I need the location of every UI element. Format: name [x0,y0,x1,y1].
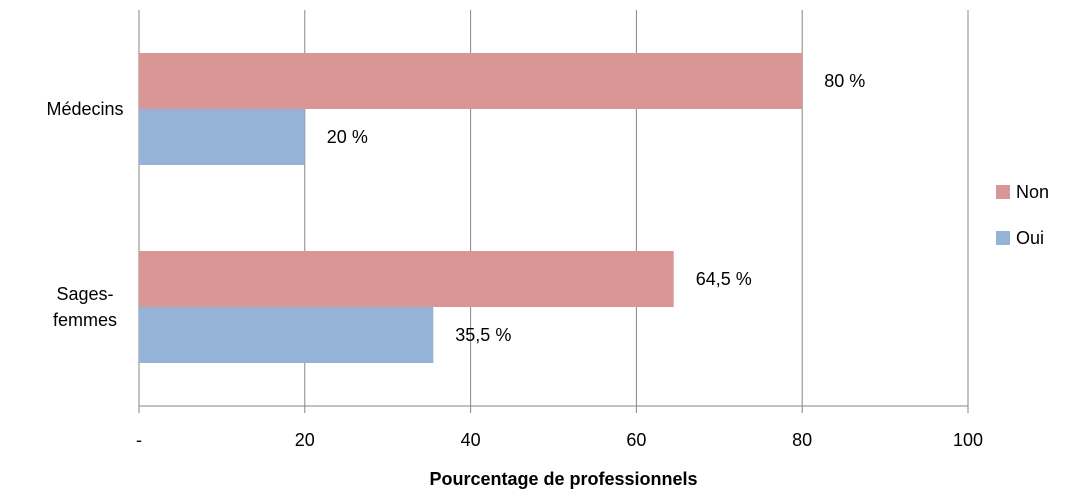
category-label: Sages-femmes [52,284,117,330]
x-tick-label: 60 [626,430,646,450]
x-axis-title: Pourcentage de professionnels [429,469,697,489]
data-label: 64,5 % [696,269,752,289]
x-tick-label: 100 [953,430,983,450]
data-label: 80 % [824,71,865,91]
bar [139,251,674,307]
legend-label: Non [1016,182,1049,202]
legend-swatch [996,231,1010,245]
bar [139,307,434,363]
x-tick-label: 20 [295,430,315,450]
x-tick-label: 40 [461,430,481,450]
data-label: 35,5 % [455,325,511,345]
bar [139,109,305,165]
legend-swatch [996,185,1010,199]
x-tick-label: - [136,430,142,450]
data-label: 20 % [327,127,368,147]
category-label: Médecins [46,99,124,119]
legend-label: Oui [1016,228,1044,248]
bar [139,53,803,109]
x-tick-label: 80 [792,430,812,450]
